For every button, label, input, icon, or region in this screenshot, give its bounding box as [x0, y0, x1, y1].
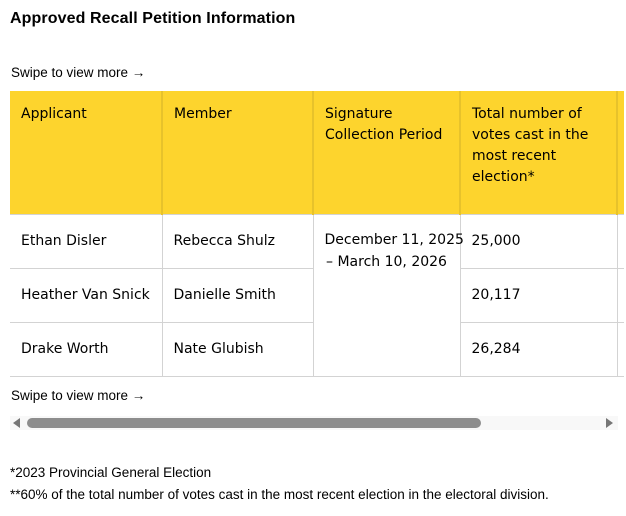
- table-row: Ethan Disler Rebecca Shulz December 11, …: [10, 214, 624, 377]
- column-header-applicant: Applicant: [10, 91, 163, 215]
- column-header-signature-period: Signature Collection Period: [313, 91, 461, 215]
- column-header-member: Member: [162, 91, 314, 215]
- member-cell: Rebecca Shulz: [162, 214, 314, 269]
- applicant-cell: Heather Van Snick: [10, 268, 163, 323]
- scrollbar-thumb[interactable]: [27, 417, 481, 428]
- page-title: Approved Recall Petition Information: [10, 10, 296, 27]
- scroll-right-arrow-icon[interactable]: [606, 417, 613, 428]
- recall-petition-table: Applicant Member Signature Collection Pe…: [10, 91, 624, 377]
- member-cell: Danielle Smith: [162, 268, 314, 323]
- applicant-cell: Drake Worth: [10, 322, 163, 377]
- swipe-hint-top: Swipe to view more →: [11, 65, 146, 80]
- signature-period-line1: December 11, 2025: [324, 231, 464, 248]
- column-header-clipped: [617, 91, 624, 215]
- horizontal-scrollbar[interactable]: [10, 415, 618, 430]
- applicant-cell: Ethan Disler: [10, 214, 163, 269]
- table-scroll-container[interactable]: Applicant Member Signature Collection Pe…: [10, 91, 624, 377]
- column-header-total-votes: Total number of votes cast in the most r…: [460, 91, 618, 215]
- footnote-election: *2023 Provincial General Election: [10, 464, 212, 480]
- member-cell: Nate Glubish: [162, 322, 314, 377]
- table-row: Heather Van Snick Danielle Smith 20,117: [10, 268, 624, 323]
- clipped-cell: [617, 268, 624, 323]
- clipped-cell: [617, 214, 624, 269]
- signature-period-cell: December 11, 2025 – March 10, 2026: [313, 214, 464, 377]
- table-row: Drake Worth Nate Glubish 26,284: [10, 322, 624, 377]
- scroll-left-arrow-icon[interactable]: [13, 417, 20, 428]
- signature-period-line2: – March 10, 2026: [326, 253, 447, 270]
- votes-cell: 26,284: [460, 322, 618, 377]
- table-header-row: Applicant Member Signature Collection Pe…: [10, 91, 624, 215]
- swipe-hint-bottom: Swipe to view more →: [11, 387, 146, 403]
- votes-cell: 25,000: [460, 214, 618, 269]
- footnote-threshold: **60% of the total number of votes cast …: [10, 486, 549, 502]
- votes-cell: 20,117: [460, 268, 618, 323]
- footnotes: *2023 Provincial General Election **60% …: [10, 462, 626, 506]
- clipped-cell: [617, 322, 624, 377]
